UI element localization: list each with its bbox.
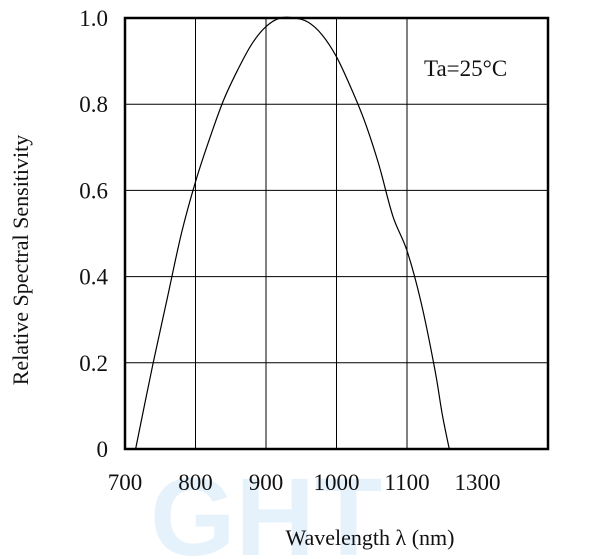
y-tick-label: 0.6 — [79, 178, 108, 203]
y-tick-label: 1.0 — [79, 6, 108, 31]
y-tick-label: 0.8 — [79, 92, 108, 117]
x-axis-label: Wavelength λ (nm) — [286, 525, 455, 550]
x-tick-label: 1000 — [314, 470, 360, 495]
sensitivity-curve — [135, 16, 450, 450]
x-tick-label: 700 — [108, 470, 143, 495]
x-tick-label: 1100 — [384, 470, 429, 495]
y-tick-labels: 0 0.2 0.4 0.6 0.8 1.0 — [79, 6, 108, 462]
y-tick-label: 0.4 — [79, 265, 108, 290]
y-tick-label: 0.2 — [79, 351, 108, 376]
grid-lines — [125, 18, 548, 449]
x-tick-label: 1300 — [455, 470, 501, 495]
x-tick-label: 900 — [249, 470, 284, 495]
x-tick-label: 800 — [178, 470, 213, 495]
y-axis-label: Relative Spectral Sensitivity — [8, 135, 33, 386]
y-tick-label: 0 — [97, 437, 109, 462]
x-tick-labels: 700 800 900 1000 1100 1300 — [108, 470, 501, 495]
temperature-annotation: Ta=25°C — [424, 56, 507, 81]
plot-frame — [123, 16, 550, 451]
watermark-logo: GHT — [150, 456, 382, 559]
